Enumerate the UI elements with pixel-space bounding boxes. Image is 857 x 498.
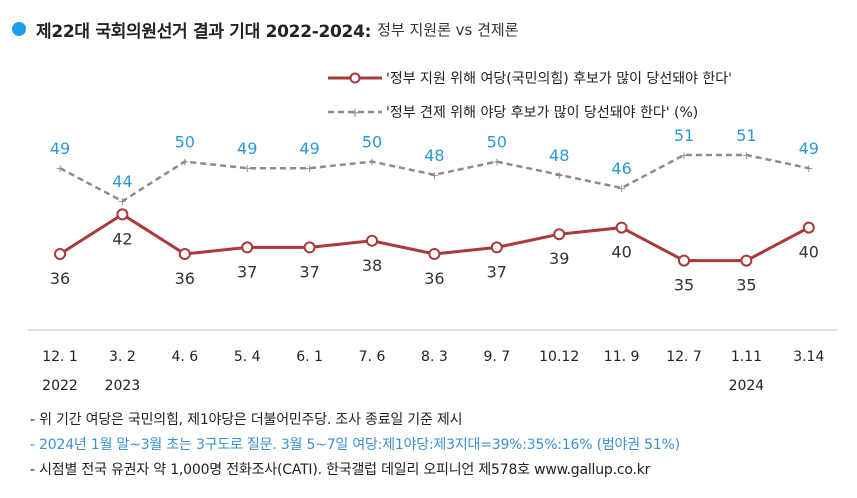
footnote-3: - 시점별 전국 유권자 약 1,000명 전화조사(CATI). 한국갤럽 데… xyxy=(30,462,651,478)
year-label: 2022 xyxy=(42,378,78,394)
oppose-data-label: 50 xyxy=(487,133,507,152)
oppose-point-marker: + xyxy=(180,156,189,169)
oppose-data-label: 49 xyxy=(299,139,319,158)
support-point-marker xyxy=(241,241,254,254)
oppose-point-marker: + xyxy=(492,156,501,169)
oppose-point-marker: + xyxy=(367,156,376,169)
footnote-1: - 위 기간 여당은 국민의힘, 제1야당은 더불어민주당. 조사 종료일 기준… xyxy=(30,412,463,428)
oppose-point-marker: + xyxy=(742,149,751,162)
support-point-marker xyxy=(303,241,316,254)
footnote-2: - 2024년 1월 말~3월 초는 3구도로 질문. 3월 5~7일 여당:제… xyxy=(30,437,680,453)
oppose-point-marker: + xyxy=(243,162,252,175)
x-tick-label: 6. 1 xyxy=(296,349,323,365)
chart-subtitle: 정부 지원론 vs 견제론 xyxy=(377,20,519,39)
oppose-point-marker: + xyxy=(118,195,127,208)
oppose-point-marker: + xyxy=(430,169,439,182)
oppose-point-marker: + xyxy=(555,169,564,182)
oppose-data-label: 46 xyxy=(611,159,631,178)
oppose-data-label: 51 xyxy=(736,126,756,145)
legend-support-marker xyxy=(349,72,361,84)
x-tick-label: 8. 3 xyxy=(421,349,448,365)
support-point-marker xyxy=(366,234,378,247)
support-data-label: 36 xyxy=(175,269,195,288)
bullet-dot-icon xyxy=(12,22,26,36)
x-tick-label: 5. 4 xyxy=(234,349,261,365)
footnotes: - 위 기간 여당은 국민의힘, 제1야당은 더불어민주당. 조사 종료일 기준… xyxy=(30,408,680,483)
x-tick-label: 12. 1 xyxy=(42,349,78,365)
oppose-series-line xyxy=(59,153,810,203)
support-point-marker xyxy=(178,248,191,260)
oppose-point-marker: + xyxy=(305,162,314,175)
support-point-marker xyxy=(54,248,66,260)
oppose-point-marker: + xyxy=(804,162,813,175)
support-data-label: 35 xyxy=(736,276,756,295)
support-data-label: 42 xyxy=(112,229,132,248)
year-label: 2024 xyxy=(729,378,765,394)
support-data-label: 36 xyxy=(424,269,444,288)
oppose-data-label: 50 xyxy=(175,133,195,152)
x-tick-label: 10.12 xyxy=(539,349,579,365)
support-data-label: 40 xyxy=(799,243,819,262)
support-point-marker xyxy=(678,254,690,267)
legend-oppose-marker: + xyxy=(350,106,361,121)
oppose-data-label: 51 xyxy=(674,126,694,145)
support-data-label: 35 xyxy=(674,276,694,295)
oppose-data-label: 50 xyxy=(362,133,382,152)
x-tick-label: 12. 7 xyxy=(666,349,702,365)
support-data-label: 38 xyxy=(362,256,382,275)
support-point-marker xyxy=(615,221,628,234)
x-tick-label: 3.14 xyxy=(793,349,824,365)
year-label: 2023 xyxy=(105,378,141,394)
support-point-marker xyxy=(490,241,503,254)
oppose-data-label: 49 xyxy=(50,139,70,158)
support-point-marker xyxy=(740,254,753,267)
support-data-label: 40 xyxy=(611,243,631,262)
oppose-data-label: 48 xyxy=(549,146,569,165)
support-data-label: 37 xyxy=(237,262,257,281)
support-data-label: 36 xyxy=(50,269,70,288)
oppose-data-label: 49 xyxy=(799,139,819,158)
support-point-marker xyxy=(802,221,815,234)
x-tick-label: 7. 6 xyxy=(359,349,386,365)
oppose-point-marker: + xyxy=(617,182,626,195)
support-data-label: 37 xyxy=(487,262,507,281)
x-tick-label: 1.11 xyxy=(731,349,762,365)
x-tick-label: 4. 6 xyxy=(171,349,198,365)
support-data-label: 39 xyxy=(549,249,569,268)
legend-support-label: '정부 지원 위해 여당(국민의힘) 후보가 많이 당선돼야 한다' xyxy=(386,71,732,87)
legend-oppose-label: '정부 견제 위해 야당 후보가 많이 당선돼야 한다' (%) xyxy=(386,105,698,121)
oppose-point-marker: + xyxy=(55,162,64,175)
chart-title-row: 제22대 국회의원선거 결과 기대 2022-2024: 정부 지원론 vs 견… xyxy=(12,17,519,42)
support-point-marker xyxy=(553,228,566,241)
x-tick-label: 9. 7 xyxy=(483,349,510,365)
x-tick-label: 11. 9 xyxy=(604,349,640,365)
chart-title: 제22대 국회의원선거 결과 기대 2022-2024: xyxy=(36,21,372,42)
oppose-data-label: 44 xyxy=(112,172,132,191)
oppose-data-label: 49 xyxy=(237,139,257,158)
x-tick-label: 3. 2 xyxy=(109,349,136,365)
oppose-point-marker: + xyxy=(679,149,688,162)
line-chart: '정부 지원 위해 여당(국민의힘) 후보가 많이 당선돼야 한다' + '정부 견… xyxy=(28,71,838,394)
oppose-data-label: 48 xyxy=(424,146,444,165)
support-point-marker xyxy=(116,208,129,221)
support-data-label: 37 xyxy=(299,262,319,281)
support-point-marker xyxy=(428,248,441,260)
